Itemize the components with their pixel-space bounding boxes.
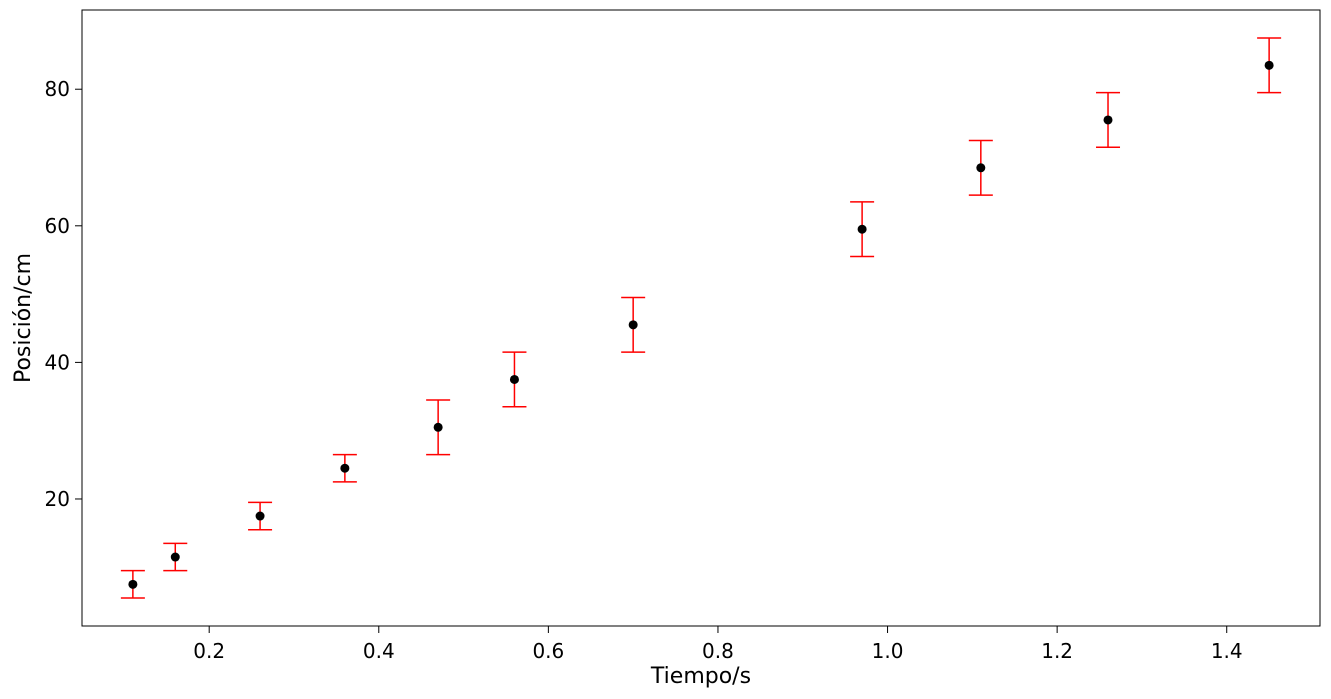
data-point: [628, 320, 638, 330]
y-axis: 20 40 60 80: [45, 77, 82, 511]
data-point-group: [248, 501, 273, 531]
x-tick-label: 0.2: [193, 639, 225, 663]
x-tick-label: 0.4: [363, 639, 395, 663]
y-tick-label: 20: [45, 487, 70, 511]
data-point: [857, 224, 867, 234]
data-point-group: [968, 139, 993, 196]
x-axis: 0.2 0.4 0.6 0.8 1.0 1.2 1.4: [193, 626, 1243, 663]
data-point-group: [163, 542, 188, 572]
plot-frame: [81, 9, 1321, 627]
data-point-group: [332, 453, 357, 483]
x-tick-label: 1.2: [1041, 639, 1073, 663]
data-point-group: [120, 569, 145, 599]
y-axis-label: Posición/cm: [11, 253, 36, 383]
x-tick-label: 0.6: [532, 639, 564, 663]
data-point: [509, 374, 519, 384]
data-point-group: [1096, 91, 1121, 149]
data-point-group: [1257, 37, 1282, 94]
x-tick-label: 0.8: [702, 639, 734, 663]
x-tick-label: 1.4: [1211, 639, 1243, 663]
data-point: [255, 511, 265, 521]
data-point-group: [850, 201, 875, 258]
data-point: [1264, 60, 1274, 70]
data-point-group: [502, 351, 527, 408]
chart-marks: [120, 37, 1282, 599]
data-point: [170, 552, 180, 562]
data-point: [1103, 115, 1113, 125]
x-axis-label: Tiempo/s: [650, 664, 751, 689]
data-point: [340, 463, 350, 473]
data-point-group: [621, 296, 646, 353]
y-tick-label: 80: [45, 77, 70, 101]
data-point-group: [426, 399, 451, 456]
data-point: [128, 579, 138, 589]
data-point: [976, 163, 986, 173]
data-point: [433, 422, 443, 432]
y-tick-label: 40: [45, 350, 70, 374]
x-tick-label: 1.0: [872, 639, 904, 663]
y-tick-label: 60: [45, 214, 70, 238]
